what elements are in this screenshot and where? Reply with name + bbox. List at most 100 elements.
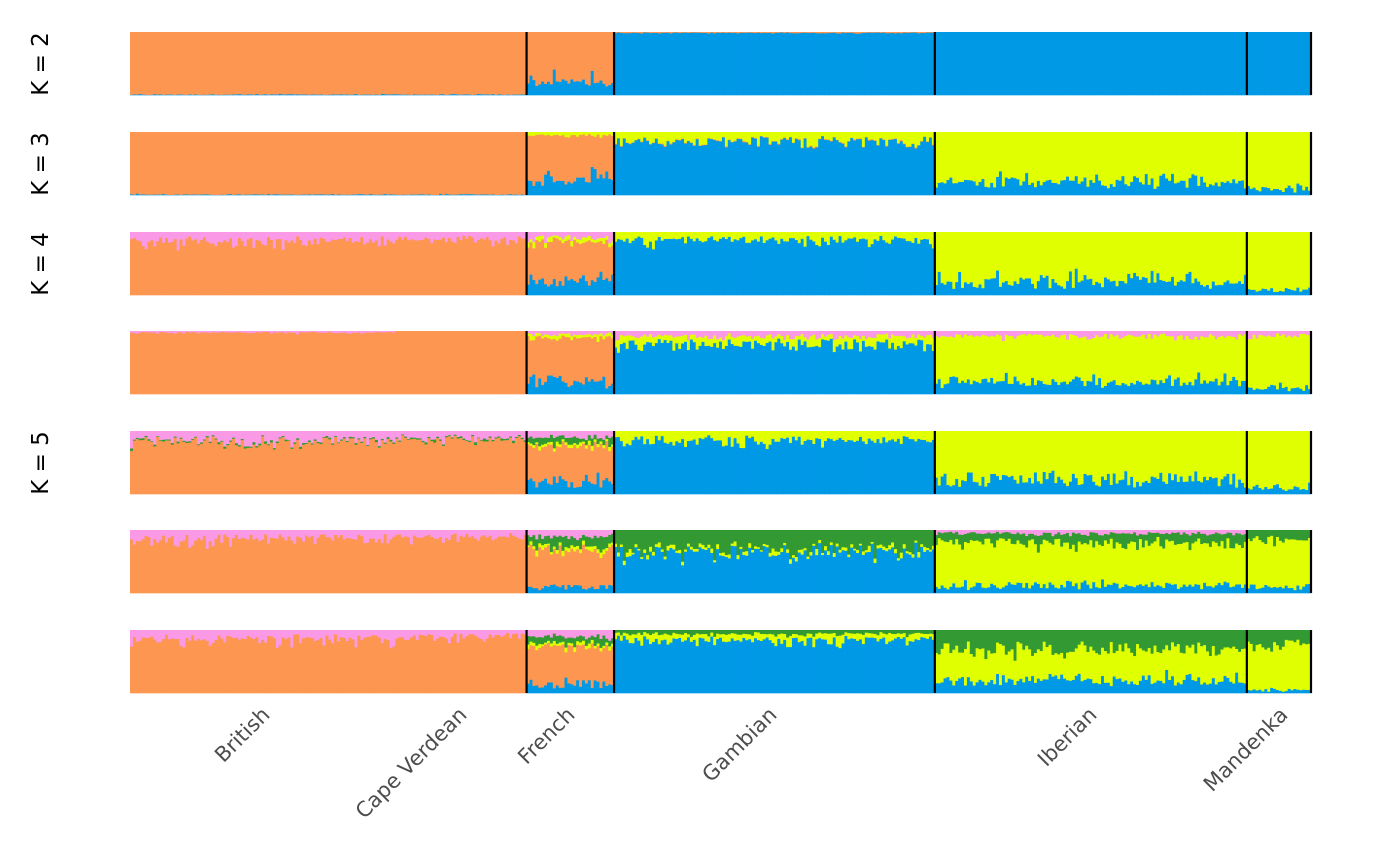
ancestry-bar-segment [739, 431, 743, 448]
ancestry-bar-segment [269, 442, 274, 495]
ancestry-bar-segment [226, 536, 230, 594]
ancestry-bar-segment [313, 543, 318, 594]
ancestry-bar-segment [1077, 337, 1082, 378]
ancestry-bar-segment [549, 284, 554, 296]
ancestry-bar-segment [281, 249, 286, 296]
ancestry-bar-segment [439, 94, 443, 96]
ancestry-bar-segment [526, 83, 531, 96]
ancestry-bar-segment [861, 232, 866, 239]
ancestry-bar-segment [296, 236, 300, 296]
ancestry-bar-segment [1255, 388, 1260, 395]
ancestry-bar-segment [1031, 483, 1035, 495]
ancestry-bar-segment [141, 32, 146, 95]
ancestry-bar-segment [491, 93, 496, 96]
ancestry-bar-segment [1106, 232, 1111, 280]
ancestry-bar-segment [310, 443, 315, 445]
ancestry-bar-segment [1255, 132, 1260, 191]
ancestry-bar-segment [742, 341, 746, 395]
ancestry-bar-segment [923, 331, 927, 338]
ancestry-bar-segment [310, 431, 315, 444]
ancestry-bar-segment [1013, 281, 1018, 296]
ancestry-bar-segment [334, 534, 338, 594]
ancestry-bar-segment [1136, 431, 1140, 482]
ancestry-bar-segment [328, 537, 332, 594]
ancestry-bar-segment [826, 340, 831, 395]
ancestry-bar-segment [593, 168, 598, 196]
ancestry-bar-segment [1159, 331, 1163, 335]
ancestry-bar-segment [923, 136, 927, 137]
ancestry-bar-segment [442, 94, 446, 96]
ancestry-bar-segment [800, 331, 805, 335]
ancestry-bar-segment [351, 232, 356, 243]
ancestry-bar-segment [433, 538, 437, 594]
ancestry-bar-segment [404, 436, 408, 438]
ancestry-bar-segment [538, 482, 542, 495]
ancestry-bar-segment [135, 240, 140, 296]
ancestry-bar-segment [666, 140, 671, 142]
ancestry-bar-segment [972, 181, 977, 196]
ancestry-bar-segment [307, 440, 312, 443]
ancestry-bar-segment [812, 132, 816, 148]
ancestry-bar-segment [929, 331, 933, 335]
ancestry-bar-segment [1141, 431, 1146, 483]
ancestry-bar-segment [392, 94, 396, 96]
ancestry-bar-segment [1060, 32, 1064, 96]
ancestry-bar-segment [325, 332, 329, 395]
ancestry-bar-segment [672, 141, 676, 143]
ancestry-bar-segment [374, 441, 379, 495]
ancestry-bar-segment [141, 194, 146, 196]
ancestry-bar-segment [372, 438, 376, 495]
ancestry-bar-segment [911, 242, 916, 296]
ancestry-bar-segment [786, 132, 790, 140]
ancestry-bar-segment [1305, 132, 1309, 187]
ancestry-bar-segment [643, 431, 647, 445]
ancestry-bar-segment [351, 242, 356, 296]
ancestry-bar-segment [829, 141, 834, 196]
ancestry-bar-segment [1290, 187, 1295, 196]
ancestry-bar-segment [395, 437, 399, 439]
ancestry-bar-segment [590, 438, 595, 446]
ancestry-bar-segment [549, 434, 554, 442]
ancestry-bar-segment [348, 194, 353, 196]
ancestry-bar-segment [602, 439, 606, 446]
ancestry-bar-segment [943, 473, 948, 495]
ancestry-bar-segment [791, 346, 796, 395]
ancestry-bar-segment [567, 538, 571, 549]
ancestry-bar-segment [963, 334, 968, 383]
ancestry-bar-segment [719, 32, 723, 96]
ancestry-bar-segment [1068, 331, 1073, 335]
ancestry-bar-segment [1092, 331, 1096, 338]
ancestry-bar-segment [584, 589, 589, 594]
ancestry-bar-segment [1007, 284, 1012, 296]
ancestry-bar-segment [141, 245, 146, 296]
ancestry-bar-segment [835, 331, 840, 340]
ancestry-bar-segment [704, 431, 708, 438]
ancestry-bar-segment [587, 285, 592, 296]
ancestry-bar-segment [529, 541, 534, 545]
ancestry-bar-segment [1016, 179, 1020, 196]
ancestry-bar-segment [512, 94, 516, 96]
ancestry-bar-segment [395, 438, 399, 495]
ancestry-bar-segment [657, 232, 662, 237]
ancestry-bar-segment [894, 138, 898, 140]
ancestry-bar-segment [176, 94, 181, 96]
ancestry-bar-segment [1106, 132, 1111, 189]
ancestry-bar-segment [689, 132, 694, 143]
ancestry-bar-segment [625, 238, 630, 296]
ancestry-bar-segment [573, 236, 577, 241]
ancestry-bar-segment [631, 240, 636, 296]
ancestry-bar-segment [584, 135, 589, 183]
ancestry-bar-segment [453, 194, 458, 196]
ancestry-bar-segment [243, 332, 248, 395]
ancestry-bar-segment [1206, 186, 1210, 196]
ancestry-bar-segment [873, 349, 878, 395]
ancestry-bar-segment [497, 530, 501, 537]
ancestry-bar-segment [1028, 132, 1032, 185]
ancestry-bar-segment [1001, 340, 1006, 382]
ancestry-bar-segment [366, 232, 370, 243]
ancestry-bar-segment [832, 239, 837, 296]
ancestry-bar-segment [488, 436, 493, 438]
ancestry-bar-segment [894, 33, 898, 96]
ancestry-bar-segment [1066, 32, 1070, 96]
ancestry-bar-segment [754, 32, 758, 34]
